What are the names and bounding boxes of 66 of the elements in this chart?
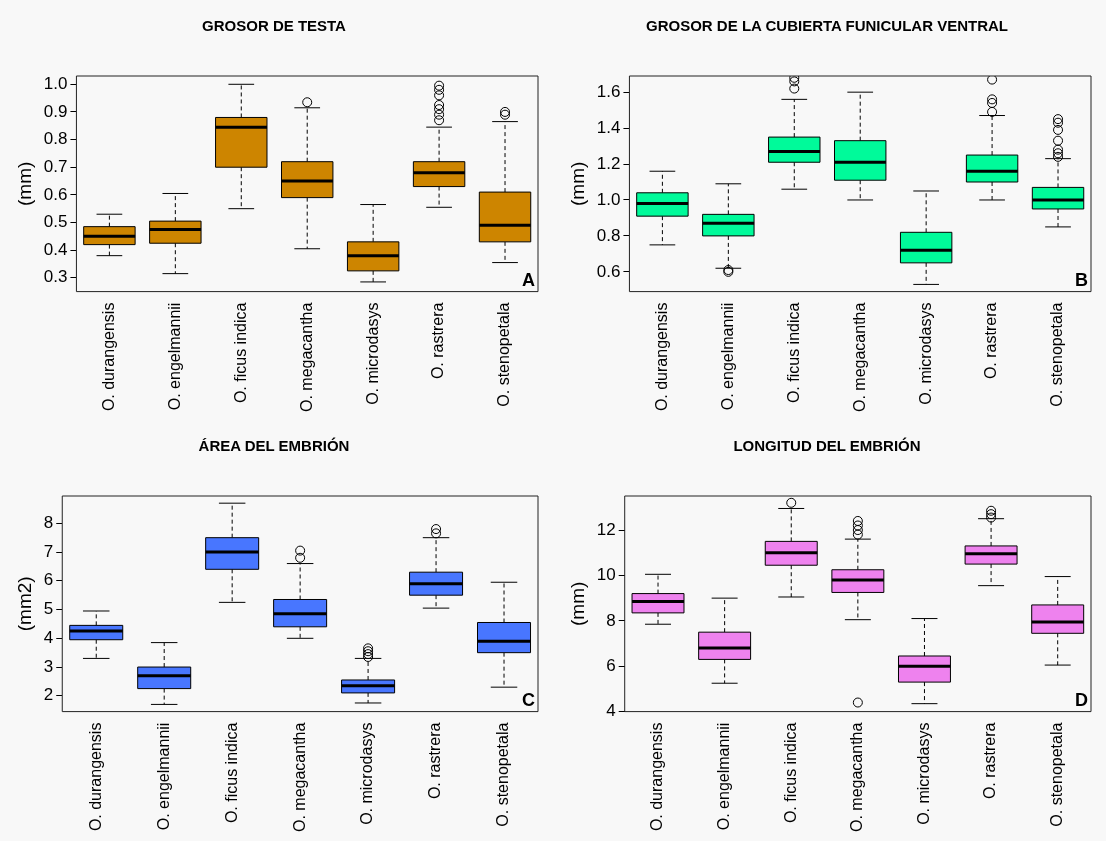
y-tick-label: 4: [606, 701, 616, 721]
x-tick-label: O. microdasys: [914, 722, 932, 825]
x-tick-label: O. rastrera: [429, 302, 447, 380]
y-tick-label: 6: [43, 570, 54, 590]
y-tick-label: 0.8: [43, 129, 68, 149]
y-tick-label: 8: [606, 610, 616, 630]
chart-title: GROSOR DE TESTA: [202, 17, 347, 35]
y-tick-label: 0.6: [43, 184, 68, 204]
x-tick-label: O. megacantha: [297, 302, 315, 413]
x-tick-label: O. durangensis: [99, 302, 117, 412]
y-tick-label: 0.6: [596, 261, 621, 281]
x-tick-label: O. engelmannii: [715, 722, 733, 831]
x-tick-label: O. engelmannii: [165, 302, 183, 411]
y-tick-label: 2: [43, 685, 54, 705]
annotation: D: [1075, 689, 1088, 710]
x-tick-label: O. ficus indica: [781, 722, 799, 824]
y-tick-label: 0.4: [43, 239, 68, 259]
y-tick-label: 4: [43, 627, 54, 647]
x-tick-label: O. microdasys: [358, 722, 376, 825]
y-tick-label: 12: [596, 519, 616, 539]
y-axis-title: (mm): [566, 581, 588, 626]
x-tick-label: O. engelmannii: [718, 302, 736, 411]
x-tick-label: O. microdasys: [916, 302, 934, 405]
x-tick-label: O. durangensis: [652, 302, 670, 412]
x-tick-label: O. durangensis: [86, 722, 104, 832]
x-tick-label: O. ficus indica: [784, 302, 802, 404]
annotation: C: [522, 689, 535, 710]
x-tick-label: O. stenopetala: [1048, 302, 1066, 407]
y-tick-label: 1.4: [596, 117, 621, 137]
y-tick-label: 0.7: [43, 156, 68, 176]
y-tick-label: 1.0: [43, 73, 68, 93]
x-tick-label: O. stenopetala: [494, 722, 512, 827]
x-tick-label: O. stenopetala: [495, 302, 513, 407]
x-tick-label: O. engelmannii: [154, 722, 172, 831]
y-tick-label: 7: [43, 541, 54, 561]
y-tick-label: 0.9: [43, 101, 68, 121]
x-tick-label: O. rastrera: [982, 302, 1000, 380]
y-tick-label: 10: [596, 565, 616, 585]
y-tick-label: 1.6: [596, 81, 621, 101]
y-axis-title: (mm): [566, 161, 588, 206]
y-tick-label: 0.5: [43, 212, 68, 232]
annotation: A: [522, 269, 535, 290]
y-tick-label: 3: [43, 656, 54, 676]
y-axis-title: (mm2): [13, 576, 35, 632]
x-tick-label: O. megacantha: [850, 302, 868, 413]
x-tick-label: O. megacantha: [848, 722, 866, 833]
y-tick-label: 1.2: [596, 153, 621, 173]
x-tick-label: O. microdasys: [363, 302, 381, 405]
y-tick-label: 1.0: [596, 189, 621, 209]
x-tick-label: O. ficus indica: [231, 302, 249, 404]
y-tick-label: 0.8: [596, 225, 621, 245]
chart-title: ÁREA DEL EMBRIÓN: [198, 437, 350, 455]
y-axis-title: (mm): [13, 161, 35, 206]
chart-title: GROSOR DE LA CUBIERTA FUNICULAR VENTRAL: [646, 17, 1008, 35]
x-tick-label: O. ficus indica: [222, 722, 240, 824]
y-tick-label: 6: [606, 655, 616, 675]
annotation: B: [1075, 269, 1088, 290]
x-tick-label: O. megacantha: [290, 722, 308, 833]
y-tick-label: 5: [43, 599, 54, 619]
chart-title: LONGITUD DEL EMBRIÓN: [733, 437, 921, 455]
x-tick-label: O. rastrera: [426, 722, 444, 800]
x-tick-label: O. rastrera: [981, 722, 999, 800]
x-tick-label: O. durangensis: [648, 722, 666, 832]
y-tick-label: 0.3: [43, 267, 68, 287]
y-tick-label: 8: [43, 513, 54, 532]
x-tick-label: O. stenopetala: [1048, 722, 1066, 827]
